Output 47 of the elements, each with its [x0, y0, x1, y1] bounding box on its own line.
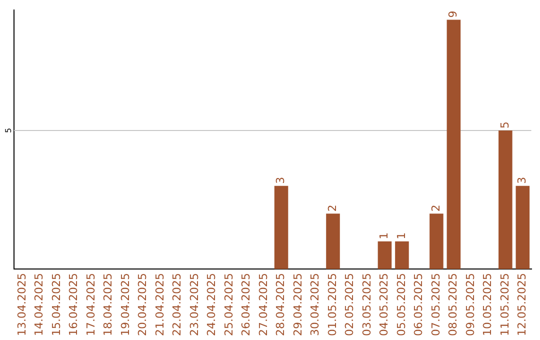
data-label: 3	[516, 176, 529, 184]
bar	[274, 186, 288, 270]
data-label: 3	[274, 176, 288, 184]
x-tick-label: 17.04.2025	[84, 273, 98, 336]
x-tick-label: 08.05.2025	[446, 273, 460, 336]
x-tick-label: 21.04.2025	[153, 273, 166, 336]
bar	[430, 214, 444, 270]
x-tick-label: 26.04.2025	[240, 273, 253, 336]
x-tick-label: 29.04.2025	[291, 273, 304, 336]
x-tick-label: 15.04.2025	[50, 273, 63, 336]
data-label: 2	[326, 204, 339, 212]
x-tick-label: 25.04.2025	[222, 273, 236, 336]
x-tick-label: 14.04.2025	[32, 273, 46, 336]
bar	[326, 214, 340, 270]
x-tick-label: 23.04.2025	[188, 273, 201, 336]
bar	[395, 241, 409, 270]
x-tick-label: 27.04.2025	[256, 273, 270, 336]
data-label: 1	[394, 232, 408, 240]
data-label: 9	[446, 10, 460, 18]
x-tick-label: 07.05.2025	[429, 273, 442, 336]
data-label: 5	[498, 122, 512, 129]
x-tick-label: 09.05.2025	[464, 273, 477, 336]
x-tick-label: 03.05.2025	[360, 273, 374, 336]
bar	[498, 130, 512, 270]
bar	[378, 241, 392, 270]
x-tick-label: 28.04.2025	[274, 273, 288, 336]
x-tick-label: 04.05.2025	[378, 273, 391, 336]
x-tick-label: 20.04.2025	[136, 273, 150, 336]
data-label: 2	[429, 204, 442, 212]
x-tick-label: 22.04.2025	[170, 273, 184, 336]
x-tick-label: 16.04.2025	[67, 273, 80, 336]
x-tick-label: 30.04.2025	[308, 273, 322, 336]
x-tick-label: 10.05.2025	[481, 273, 494, 336]
x-tick-label: 02.05.2025	[343, 273, 356, 336]
x-tick-label: 11.05.2025	[498, 273, 512, 336]
x-tick-label: 19.04.2025	[118, 273, 132, 336]
x-tick-label: 06.05.2025	[412, 273, 426, 336]
x-tick-label: 05.05.2025	[394, 273, 408, 336]
x-tick-label: 18.04.2025	[102, 273, 115, 336]
bar	[516, 186, 530, 270]
x-tick-label: 01.05.2025	[326, 273, 339, 336]
bar	[446, 20, 461, 270]
x-tick-label: 13.04.2025	[15, 273, 28, 336]
data-label: 1	[378, 232, 391, 240]
ref-line-label: 5	[4, 128, 14, 134]
x-tick-label: 24.04.2025	[205, 273, 218, 336]
x-tick-label: 12.05.2025	[516, 273, 529, 336]
